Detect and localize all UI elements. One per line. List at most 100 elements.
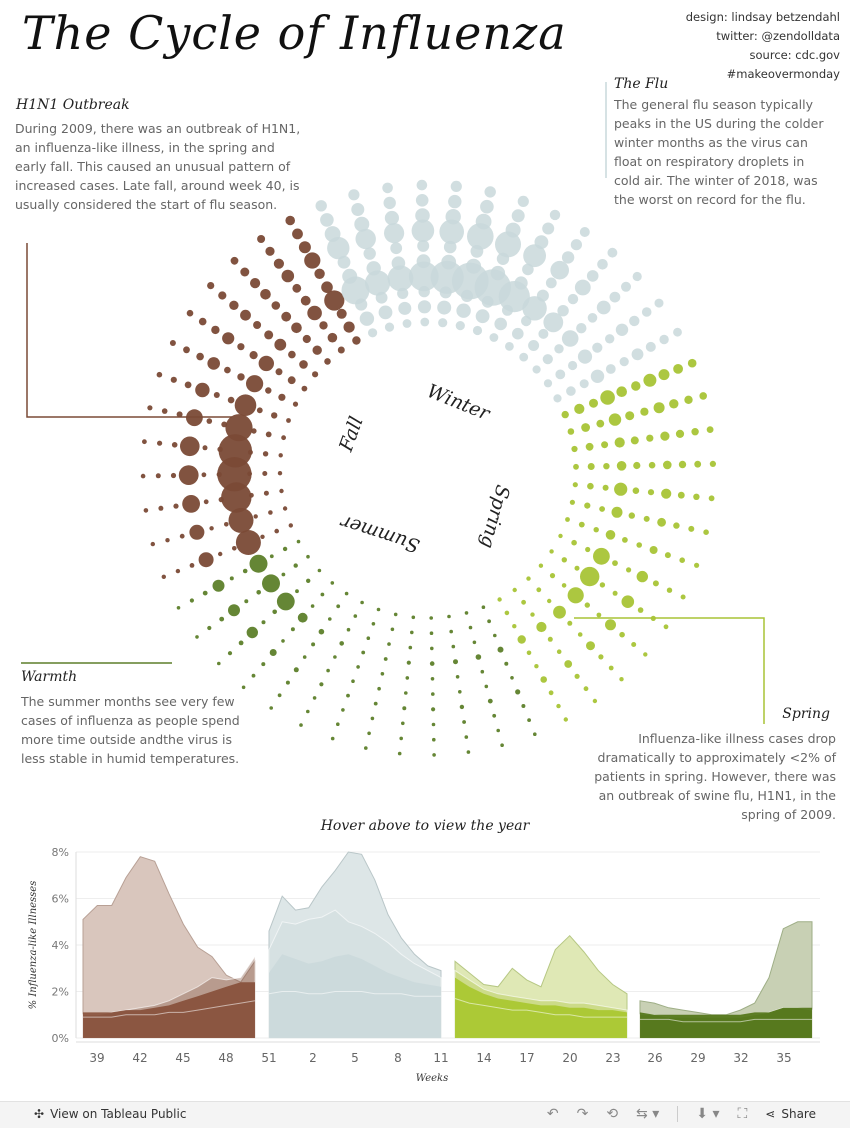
- radial-dot: [180, 436, 200, 457]
- radial-dot: [140, 473, 146, 479]
- radial-dot: [278, 393, 286, 401]
- radial-dot: [402, 319, 412, 328]
- radial-dot: [484, 684, 489, 689]
- radial-dot: [416, 254, 431, 269]
- radial-dot: [260, 534, 265, 539]
- radial-dot: [548, 690, 554, 696]
- radial-dot: [211, 325, 220, 335]
- radial-dot: [225, 414, 253, 442]
- radial-dot: [631, 642, 637, 647]
- radial-dot: [431, 692, 435, 696]
- radial-dot: [643, 515, 650, 522]
- spring-leader-line: [574, 617, 765, 724]
- radial-dot: [536, 621, 547, 633]
- radial-dot: [505, 342, 514, 351]
- radial-dot: [360, 600, 364, 605]
- credit-source: source: cdc.gov: [749, 48, 840, 62]
- radial-dot: [341, 708, 345, 712]
- radial-dot: [640, 407, 649, 416]
- fullscreen-icon[interactable]: ⛶: [737, 1106, 748, 1122]
- radial-flu-chart[interactable]: Winter Spring Summer Fall: [0, 0, 850, 810]
- radial-dot: [216, 471, 222, 478]
- radial-dot: [359, 311, 375, 326]
- radial-week-spoke: [543, 298, 664, 388]
- radial-week-spoke: [140, 457, 283, 492]
- radial-dot: [251, 428, 257, 434]
- radial-dot: [441, 254, 457, 270]
- radial-dot: [512, 327, 524, 340]
- radial-dot: [229, 576, 234, 581]
- radial-dot: [462, 720, 466, 724]
- radial-dot: [401, 721, 405, 726]
- x-tick-label: 39: [89, 1051, 104, 1065]
- undo-icon[interactable]: ↶: [546, 1106, 559, 1122]
- radial-dot: [475, 213, 492, 230]
- area-panel-spring: [454, 934, 628, 1039]
- area-series-min-line: [640, 1018, 812, 1023]
- radial-dot: [256, 590, 262, 595]
- radial-dot: [484, 186, 496, 198]
- radial-dot: [264, 330, 274, 340]
- radial-dot: [218, 551, 223, 557]
- view-on-tableau-button[interactable]: ✣ View on Tableau Public: [34, 1107, 186, 1121]
- radial-dot: [207, 625, 212, 631]
- spring-annotation-title: Spring: [782, 706, 830, 722]
- radial-week-spoke: [464, 611, 504, 747]
- radial-dot: [242, 568, 248, 574]
- radial-dot: [492, 713, 497, 718]
- radial-dot: [281, 269, 295, 283]
- radial-week-spoke: [217, 568, 322, 666]
- radial-week-spoke: [549, 549, 669, 630]
- radial-dot: [547, 598, 552, 604]
- radial-dot: [384, 223, 405, 244]
- radial-dot: [611, 506, 623, 518]
- pause-icon[interactable]: ⇆ ▾: [636, 1106, 660, 1122]
- download-icon[interactable]: ⬇ ▾: [696, 1106, 720, 1122]
- radial-dot: [659, 334, 669, 345]
- radial-dot: [504, 610, 510, 616]
- radial-dot: [603, 463, 610, 470]
- radial-dot: [517, 635, 526, 644]
- radial-dot: [432, 737, 436, 742]
- radial-dot: [571, 539, 577, 546]
- radial-dot: [227, 651, 233, 656]
- radial-dot: [574, 565, 580, 571]
- radial-dot: [583, 686, 589, 692]
- radial-dot: [467, 223, 494, 250]
- toolbar-divider: [677, 1106, 679, 1122]
- radial-dot: [378, 305, 393, 320]
- radial-week-spoke: [532, 271, 642, 374]
- season-label-fall: Fall: [335, 414, 368, 456]
- radial-dot: [351, 679, 355, 683]
- radial-dot: [293, 563, 298, 568]
- radial-dot: [438, 318, 448, 328]
- radial-dot: [475, 654, 482, 660]
- radial-dot: [410, 630, 414, 635]
- radial-dot: [561, 557, 567, 563]
- radial-dot: [292, 283, 302, 293]
- share-button[interactable]: ⋖ Share: [765, 1107, 816, 1121]
- radial-dot: [657, 517, 666, 527]
- redo-icon[interactable]: ↷: [576, 1106, 589, 1122]
- radial-dot: [269, 554, 274, 559]
- radial-dot: [555, 369, 566, 380]
- radial-dot: [430, 677, 435, 681]
- radial-dot: [532, 365, 541, 374]
- radial-dot: [302, 334, 311, 344]
- radial-dot: [622, 537, 628, 543]
- radial-dot: [261, 620, 266, 625]
- radial-dot: [464, 611, 469, 615]
- revert-icon[interactable]: ⟲: [606, 1106, 619, 1122]
- radial-dot: [572, 482, 578, 488]
- radial-dot: [312, 696, 317, 700]
- radial-week-spoke: [348, 189, 395, 332]
- radial-dot: [528, 340, 540, 351]
- radial-dot: [563, 717, 568, 722]
- radial-dot: [175, 568, 181, 574]
- radial-dot: [699, 392, 707, 400]
- radial-dot: [292, 401, 299, 407]
- radial-dot: [587, 463, 595, 470]
- radial-dot: [397, 751, 402, 756]
- area-chart[interactable]: 0% 2% 4% 6% 8% % Influenza-like Illnesses 39 42…: [0, 840, 850, 1098]
- credit-twitter[interactable]: twitter: @zendolldata: [716, 29, 840, 43]
